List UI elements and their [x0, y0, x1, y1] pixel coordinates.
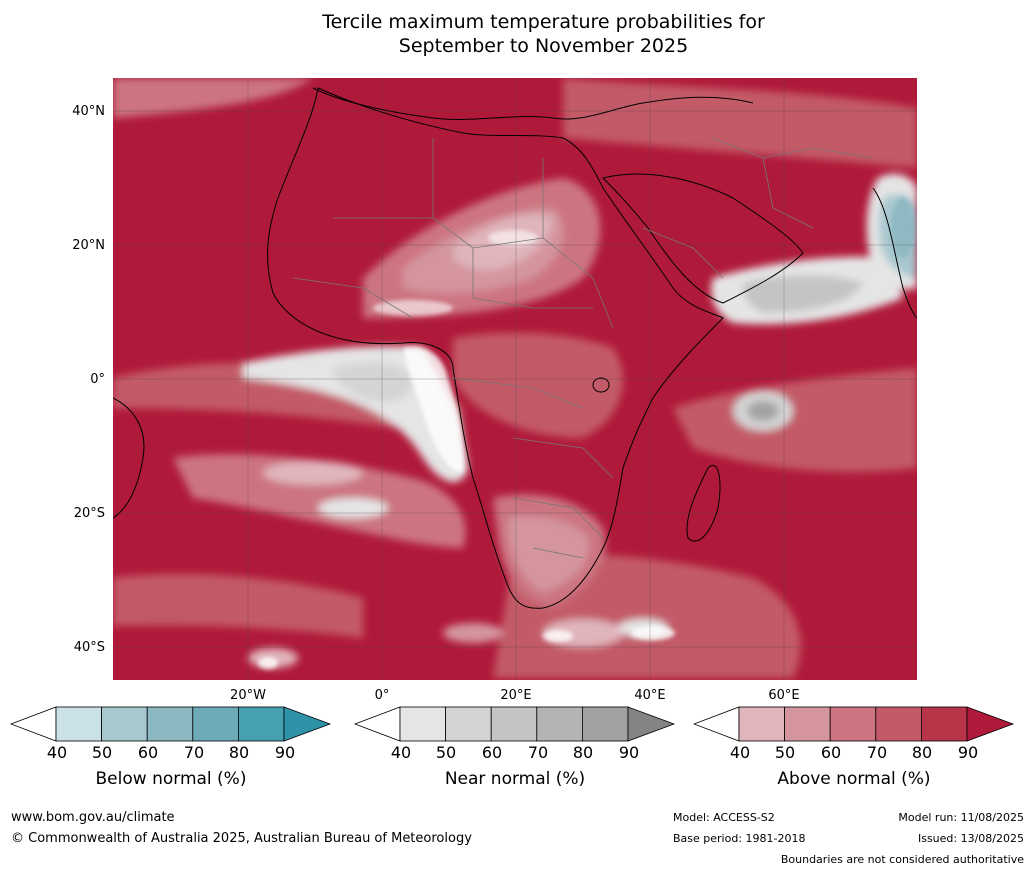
- above-normal-colorbar: [693, 706, 1015, 742]
- near-colorbar-lower-extension: [354, 706, 401, 742]
- below-colorbar-segment-3: [146, 706, 194, 742]
- below-tick-40: 40: [46, 743, 68, 762]
- above-colorbar-segment-3: [829, 706, 877, 742]
- above-tick-80: 80: [911, 743, 933, 762]
- near-colorbar-upper-extension: [627, 706, 676, 742]
- near-colorbar-segment-1: [399, 706, 446, 742]
- website-link[interactable]: www.bom.gov.au/climate: [11, 810, 175, 825]
- below-tick-50: 50: [91, 743, 113, 762]
- lon-label-60e: 60°E: [768, 688, 800, 703]
- below-colorbar-segment-1: [55, 706, 102, 742]
- below-tick-70: 70: [183, 743, 205, 762]
- map-canvas: [113, 78, 917, 680]
- title-line-2: September to November 2025: [398, 35, 689, 57]
- above-normal-label: Above normal (%): [777, 769, 931, 789]
- model-run-date: Model run: 11/08/2025: [898, 811, 1024, 824]
- near-tick-80: 80: [572, 743, 594, 762]
- near-tick-70: 70: [527, 743, 549, 762]
- boundaries-disclaimer: Boundaries are not considered authoritat…: [780, 853, 1024, 866]
- above-tick-50: 50: [774, 743, 796, 762]
- below-tick-80: 80: [228, 743, 250, 762]
- high-detail-contours: [258, 198, 915, 669]
- lat-label-20n: 20°N: [72, 238, 105, 253]
- lon-label-0: 0°: [374, 688, 390, 703]
- lon-label-40e: 40°E: [634, 688, 666, 703]
- below-normal-label: Below normal (%): [95, 769, 247, 789]
- above-colorbar-lower-extension: [693, 706, 740, 742]
- lat-label-equator: 0°: [90, 372, 105, 387]
- above-tick-60: 60: [820, 743, 842, 762]
- below-colorbar-lower-extension: [10, 706, 57, 742]
- country-borders: [292, 137, 874, 559]
- below-tick-60: 60: [137, 743, 159, 762]
- above-colorbar-segment-5: [920, 706, 968, 742]
- near-tick-90: 90: [618, 743, 640, 762]
- near-normal-colorbar: [354, 706, 676, 742]
- below-tick-90: 90: [274, 743, 296, 762]
- issued-date: Issued: 13/08/2025: [917, 832, 1024, 845]
- lat-label-20s: 20°S: [73, 506, 105, 521]
- above-colorbar-segment-4: [875, 706, 922, 742]
- above-colorbar-segment-2: [784, 706, 831, 742]
- base-period: Base period: 1981-2018: [673, 832, 806, 845]
- below-colorbar-upper-extension: [283, 706, 332, 742]
- near-colorbar-segment-3: [490, 706, 538, 742]
- below-colorbar-segment-2: [101, 706, 148, 742]
- near-tick-40: 40: [390, 743, 412, 762]
- title-line-1: Tercile maximum temperature probabilitie…: [322, 11, 765, 33]
- below-normal-ticks: 40 50 60 70 80 90: [10, 743, 332, 763]
- above-normal-ticks: 40 50 60 70 80 90: [693, 743, 1015, 763]
- near-colorbar-segment-2: [445, 706, 492, 742]
- below-colorbar-segment-4: [192, 706, 239, 742]
- above-tick-70: 70: [866, 743, 888, 762]
- chart-title: Tercile maximum temperature probabilitie…: [0, 10, 1035, 58]
- lat-label-40s: 40°S: [73, 640, 105, 655]
- probability-map: [113, 78, 917, 680]
- lat-label-40n: 40°N: [72, 104, 105, 119]
- near-normal-ticks: 40 50 60 70 80 90: [354, 743, 676, 763]
- below-colorbar-segment-5: [237, 706, 285, 742]
- graticule: [113, 78, 917, 680]
- copyright-notice: © Commonwealth of Australia 2025, Austra…: [11, 831, 472, 846]
- lon-label-20w: 20°W: [230, 688, 266, 703]
- lon-label-20e: 20°E: [500, 688, 532, 703]
- near-normal-label: Near normal (%): [444, 769, 586, 789]
- above-colorbar-upper-extension: [966, 706, 1015, 742]
- model-name: Model: ACCESS-S2: [673, 811, 775, 824]
- near-colorbar-segment-5: [581, 706, 629, 742]
- above-tick-90: 90: [957, 743, 979, 762]
- above-colorbar-segment-1: [738, 706, 785, 742]
- below-normal-colorbar: [10, 706, 332, 742]
- above-tick-40: 40: [729, 743, 751, 762]
- near-tick-50: 50: [435, 743, 457, 762]
- near-tick-60: 60: [481, 743, 503, 762]
- near-colorbar-segment-4: [536, 706, 583, 742]
